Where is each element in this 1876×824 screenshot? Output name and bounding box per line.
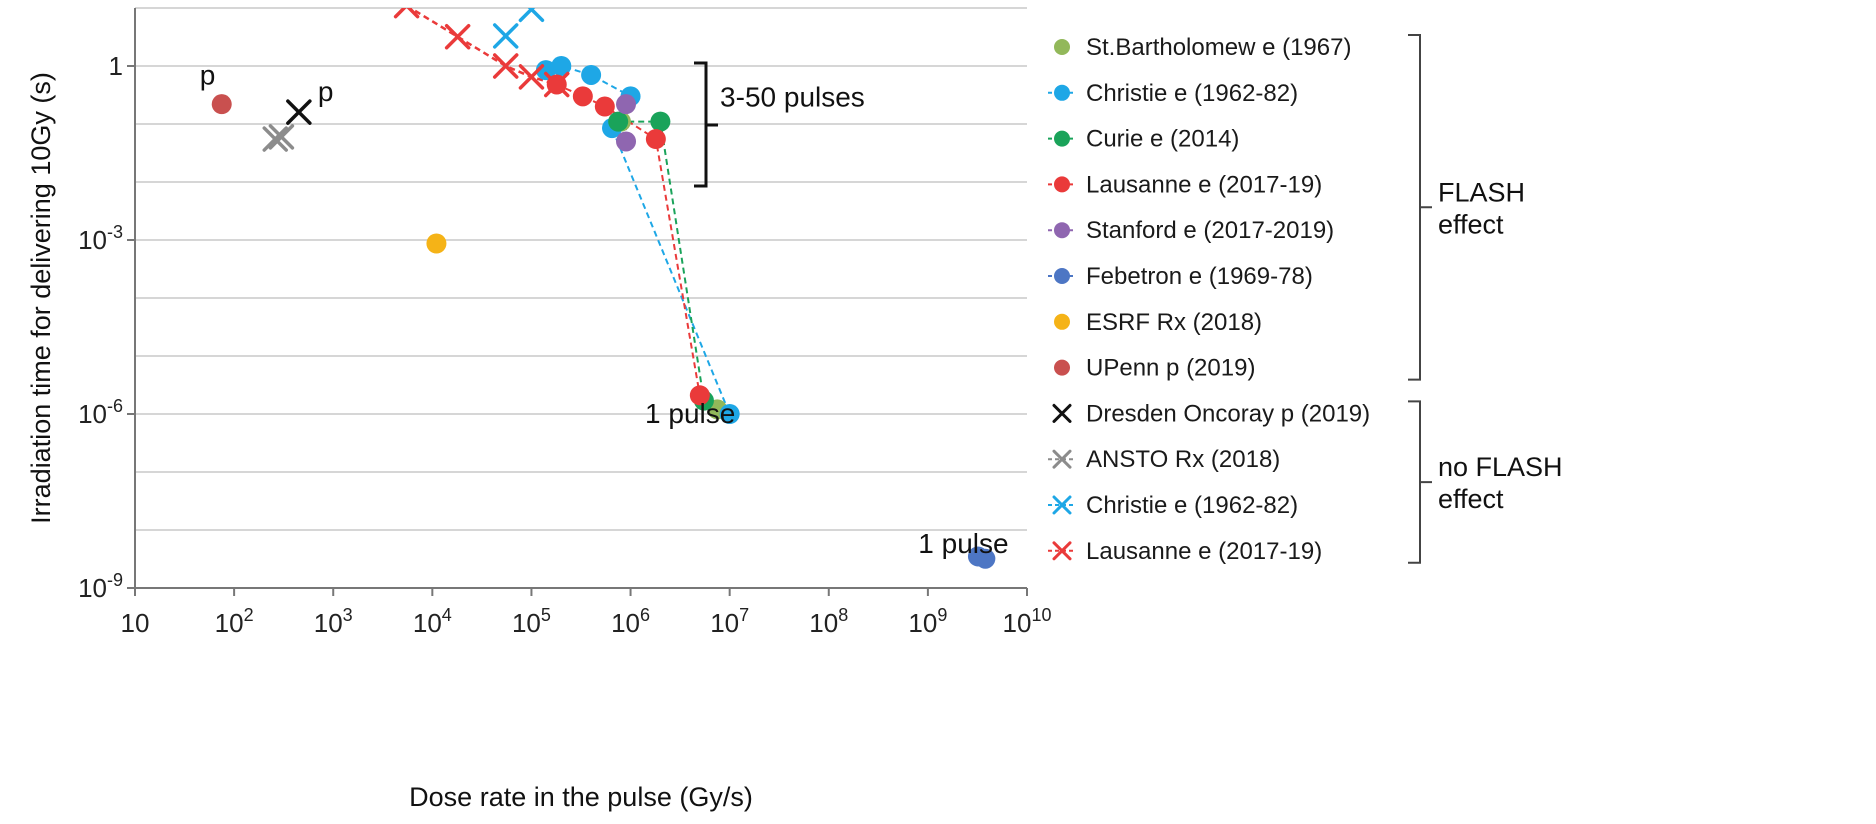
legend-label: Febetron e (1969-78) [1086,263,1313,290]
legend-marker [1054,359,1070,376]
annotation-label: 1 pulse [918,528,1008,559]
x-tick-label: 1010 [1003,605,1052,638]
data-point [975,548,996,569]
data-point [616,131,637,152]
y-tick-label: 10-9 [78,570,123,603]
x-tick-label: 104 [413,605,452,638]
legend-item: Curie e (2014) [1048,126,1239,153]
legend-marker-x [1052,541,1072,561]
legend-label: Christie e (1962-82) [1086,492,1298,519]
legend-item: Lausanne e (2017-19) [1048,171,1322,198]
legend-marker-x [1052,403,1072,423]
x-axis-label: Dose rate in the pulse (Gy/s) [409,782,753,812]
y-tick-labels: 1 10-3 10-6 10-9 [78,51,135,603]
data-point [616,94,637,115]
legend-marker [1054,176,1070,193]
y-axis-label: Irradiation time for delivering 10Gy (s) [26,72,56,524]
legend-label: ESRF Rx (2018) [1086,309,1262,336]
legend-group-label: no FLASH effect [1438,452,1563,514]
data-point-x [492,53,519,79]
y-tick-label: 10-6 [78,396,123,429]
data-point-x [444,23,471,50]
x-tick-label: 108 [809,605,848,638]
x-tick-label: 103 [314,605,353,638]
pulses-bracket [694,61,718,188]
data-point-x [543,71,570,98]
legend-item: Christie e (1962-82) [1048,80,1298,107]
legend-item: Dresden Oncoray p (2019) [1052,400,1370,427]
data-point-x [518,8,545,23]
legend-item: ESRF Rx (2018) [1054,309,1262,336]
series-points [211,8,996,569]
data-point [551,56,572,76]
legend-item: UPenn p (2019) [1054,355,1255,382]
x-tick-label: 109 [908,605,947,638]
legend-label: Christie e (1962-82) [1086,80,1298,107]
annotations: p p 3-50 pulses 1 pulse 1 pulse [200,59,1009,559]
legend-item: Christie e (1962-82) [1048,492,1298,519]
annotation-label: 1 pulse [645,398,735,429]
legend-label: UPenn p (2019) [1086,355,1255,382]
data-point-x [492,23,519,49]
legend-group-bracket [1408,34,1432,381]
legend-label: Lausanne e (2017-19) [1086,171,1322,198]
legend-marker-x [1052,495,1072,515]
legend-marker [1054,39,1070,55]
x-tick-label: 107 [710,605,749,638]
data-point [572,86,593,107]
axes-layer [134,8,1027,589]
legend-group-brackets: FLASH effect no FLASH effect [1408,34,1563,564]
series-line [408,8,558,86]
data-point-x [286,99,312,125]
legend-item: Lausanne e (2017-19) [1048,538,1322,565]
legend-marker [1054,222,1070,239]
y-tick-label: 10-3 [78,222,123,255]
data-point-x [262,126,288,152]
legend-group-bracket [1408,400,1432,564]
legend-item: St.Bartholomew e (1967) [1054,34,1351,61]
annotation-label: p [318,76,334,107]
data-point [426,233,447,254]
data-point [211,94,232,115]
legend-label: Curie e (2014) [1086,126,1239,153]
legend-label: ANSTO Rx (2018) [1086,446,1280,473]
data-point [594,96,615,117]
legend-marker-x [1052,449,1072,469]
legend-group-label: FLASH effect [1438,177,1525,239]
x-tick-label: 102 [215,605,254,638]
legend-label: Stanford e (2017-2019) [1086,217,1334,244]
legend-marker [1054,84,1070,101]
data-point [650,111,671,132]
series-line [618,120,705,401]
x-tick-label: 10 [121,608,150,638]
legend-item: ANSTO Rx (2018) [1048,446,1280,473]
legend-marker [1054,268,1070,284]
legend-item: Febetron e (1969-78) [1048,263,1313,290]
x-tick-label: 106 [611,605,650,638]
data-point [645,129,666,150]
data-point-x [268,124,295,150]
data-point-x [518,64,545,90]
annotation-label: 3-50 pulses [720,82,865,113]
grid-layer [135,7,1027,531]
legend-label: Lausanne e (2017-19) [1086,538,1322,565]
data-point [608,111,629,132]
legend-label: Dresden Oncoray p (2019) [1086,400,1370,427]
x-tick-label: 105 [512,605,551,638]
annotation-label: p [200,59,216,90]
data-point [719,404,740,424]
x-tick-labels: 10 102 103 104 105 106 107 108 109 1010 [121,588,1052,638]
data-point-x [393,8,420,19]
legend-marker [1054,313,1070,330]
data-point [581,64,602,85]
y-tick-label: 1 [109,51,123,81]
legend-marker [1054,130,1070,147]
data-point [689,385,710,406]
legend-item: Stanford e (2017-2019) [1048,217,1334,244]
legend: St.Bartholomew e (1967) Christie e (1962-… [1048,34,1370,565]
legend-label: St.Bartholomew e (1967) [1086,34,1351,61]
